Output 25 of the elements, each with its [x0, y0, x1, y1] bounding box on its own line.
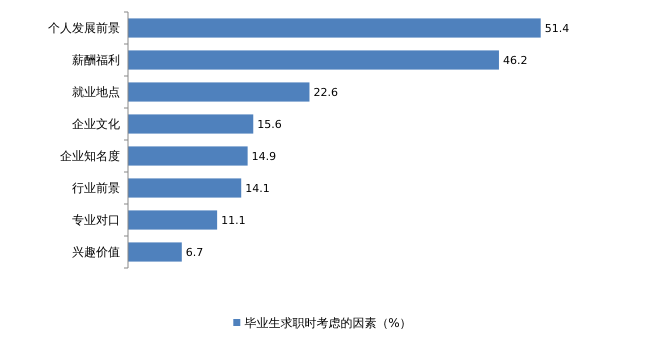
y-tick-label: 企业文化: [72, 117, 120, 131]
y-tick-label: 行业前景: [72, 181, 120, 195]
bar: [128, 178, 242, 198]
data-label: 46.2: [502, 54, 528, 67]
legend: 毕业生求职时考虑的因素（%）: [233, 316, 412, 330]
bar: [128, 114, 254, 134]
y-tick-label: 薪酬福利: [72, 53, 120, 67]
data-label: 51.4: [544, 22, 570, 35]
bar: [128, 242, 182, 262]
y-tick-label: 专业对口: [72, 213, 120, 227]
bar: [128, 82, 310, 102]
data-label: 11.1: [221, 214, 246, 227]
bar: [128, 50, 499, 70]
data-label: 14.1: [245, 182, 270, 195]
bar: [128, 18, 541, 38]
y-tick-label: 兴趣价值: [72, 245, 120, 259]
bar: [128, 210, 218, 230]
bar: [128, 146, 248, 166]
data-label: 15.6: [257, 118, 282, 131]
y-tick-label: 企业知名度: [60, 149, 120, 163]
data-label: 14.9: [252, 150, 276, 163]
data-label: 22.6: [313, 86, 338, 99]
y-tick-label: 就业地点: [72, 85, 120, 99]
y-tick-label: 个人发展前景: [48, 21, 120, 35]
data-label: 6.7: [186, 246, 204, 259]
